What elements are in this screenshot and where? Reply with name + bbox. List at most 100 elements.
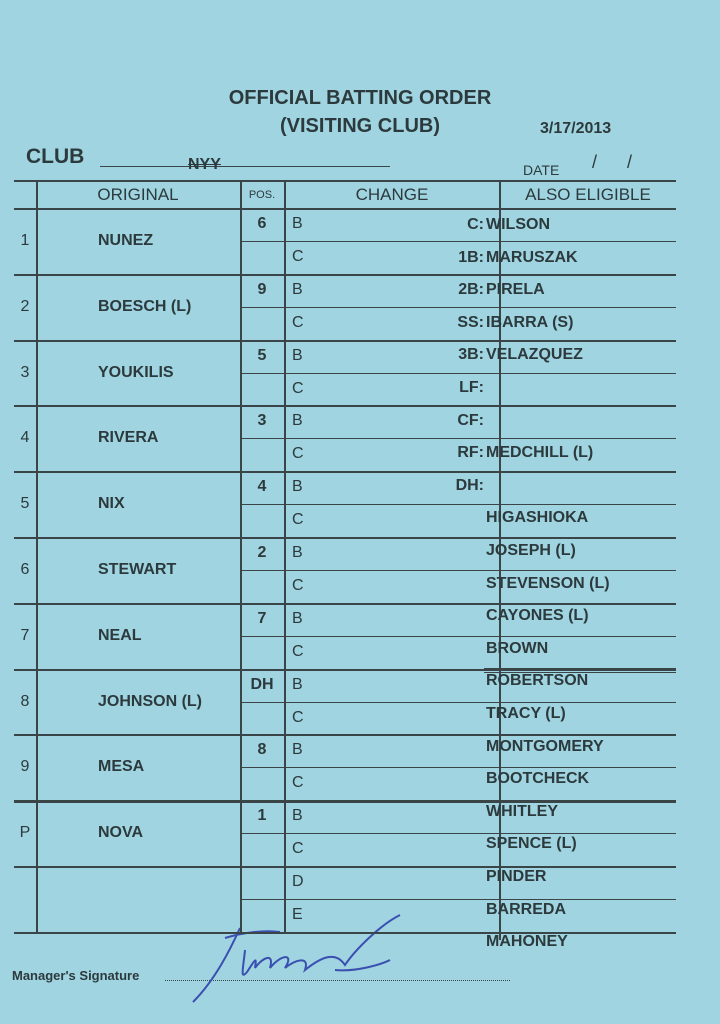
eligible-player-name: MARUSZAK (486, 248, 578, 266)
half-row-divider (240, 833, 676, 835)
row-divider (14, 537, 676, 539)
eligible-player-name: IBARRA (S) (486, 313, 574, 331)
club-value: NYY (188, 156, 221, 173)
eligible-position-label: RF: (457, 444, 484, 462)
player-name: NEAL (98, 626, 142, 644)
change-slot-b[interactable]: B (292, 280, 303, 298)
header-divider (14, 208, 676, 210)
player-name: RIVERA (98, 429, 159, 447)
half-row-divider (240, 635, 676, 637)
eligible-player-name: CAYONES (L) (486, 607, 589, 625)
eligible-position-label: 2B: (458, 281, 484, 299)
handwritten-date: 3/17/2013 (540, 120, 612, 137)
position-number: 3 (257, 412, 267, 430)
also-eligible-entry: CAYONES (L) (380, 607, 700, 625)
club-line (100, 166, 390, 167)
also-eligible-entry: BARREDA (380, 901, 700, 919)
player-name: NOVA (98, 824, 144, 842)
change-slot-c[interactable]: C (292, 445, 304, 463)
position-number: 7 (257, 609, 267, 627)
half-row-divider (240, 767, 676, 769)
column-line (284, 180, 286, 932)
change-slot-b[interactable]: B (292, 675, 303, 693)
eligible-player-name: MEDCHILL (L) (486, 444, 594, 462)
player-name: BOESCH (L) (98, 297, 192, 315)
also-eligible-entry: ROBERTSON (380, 672, 700, 690)
signature-line[interactable] (165, 980, 510, 981)
eligible-position-label: LF: (459, 379, 484, 396)
position-number: 9 (257, 280, 267, 298)
manager-signature (192, 914, 401, 1003)
batting-slot-number: 7 (20, 626, 30, 644)
change-slot-b[interactable]: B (292, 544, 303, 561)
also-eligible-entry: MONTGOMERY (380, 738, 700, 756)
eligible-position-label: CF: (457, 411, 484, 429)
also-eligible-entry: JOSEPH (L) (380, 542, 700, 560)
row-divider (14, 866, 676, 868)
player-name: JOHNSON (L) (98, 692, 202, 710)
change-slot-c[interactable]: C (292, 840, 304, 858)
player-name: MESA (98, 758, 145, 776)
eligible-player-name: WHITLEY (486, 802, 558, 820)
position-number: DH (250, 675, 274, 693)
also-eligible-entry: C: WILSON (380, 216, 700, 234)
eligible-player-name: ROBERTSON (486, 672, 589, 690)
change-slot-b[interactable]: B (292, 609, 303, 627)
batting-slot-number: 3 (20, 363, 30, 381)
also-eligible-entry: PINDER (380, 868, 700, 886)
change-slot-c[interactable]: C (292, 511, 304, 529)
also-eligible-entry: SS: IBARRA (S) (380, 314, 700, 332)
also-eligible-entry: MAHONEY (380, 933, 700, 951)
eligible-player-name: BARREDA (486, 900, 566, 918)
batting-slot-number: 4 (20, 429, 30, 447)
player-name: NIX (98, 495, 125, 513)
half-row-divider (240, 372, 676, 374)
change-slot-e[interactable]: E (292, 906, 303, 923)
also-eligible-entry: TRACY (L) (380, 705, 700, 723)
half-row-divider (240, 438, 676, 440)
row-divider (14, 668, 676, 671)
table-top-border (14, 180, 676, 182)
change-slot-c[interactable]: C (292, 313, 304, 331)
row-divider (14, 273, 676, 276)
change-slot-b[interactable]: B (292, 741, 303, 759)
batting-slot-number: 1 (20, 232, 30, 249)
change-slot-b[interactable]: B (292, 215, 303, 232)
column-change: CHANGE (355, 185, 429, 204)
change-slot-b[interactable]: B (292, 478, 303, 496)
change-slot-b[interactable]: B (292, 412, 303, 430)
eligible-player-name: BOOTCHECK (486, 770, 590, 788)
eligible-position-label: 1B: (458, 248, 484, 266)
batting-slot-number: P (19, 824, 31, 842)
column-line (499, 180, 501, 940)
change-slot-b[interactable]: B (292, 807, 303, 825)
change-slot-c[interactable]: C (292, 577, 304, 594)
half-row-divider (240, 504, 676, 506)
change-slot-c[interactable]: C (292, 708, 304, 726)
eligible-player-name: VELAZQUEZ (486, 346, 583, 364)
also-eligible-entry: DH: (380, 477, 700, 495)
change-slot-c[interactable]: C (292, 774, 304, 792)
also-eligible-entry: BROWN (380, 640, 700, 658)
half-row-divider (240, 569, 676, 571)
batting-slot-number: 9 (20, 758, 30, 776)
change-slot-c[interactable]: C (292, 379, 304, 397)
change-slot-b[interactable]: B (292, 346, 303, 364)
eligible-player-name: PINDER (486, 868, 547, 885)
eligible-player-name: BROWN (486, 639, 549, 657)
eligible-player-name: HIGASHIOKA (486, 509, 589, 527)
half-row-divider (240, 701, 676, 703)
player-name: YOUKILIS (98, 363, 174, 381)
also-eligible-entry: LF: (380, 379, 700, 397)
change-slot-d[interactable]: D (292, 873, 304, 890)
eligible-position-label: SS: (457, 313, 484, 331)
eligible-player-name: STEVENSON (L) (486, 574, 610, 592)
also-eligible-entry: WHITLEY (380, 803, 700, 821)
position-number: 2 (257, 544, 267, 561)
also-eligible-entry: 1B: MARUSZAK (380, 249, 700, 267)
double-rule (484, 672, 676, 673)
change-slot-c[interactable]: C (292, 248, 304, 265)
column-also-eligible: ALSO ELIGIBLE (525, 185, 651, 204)
change-slot-c[interactable]: C (292, 642, 304, 660)
